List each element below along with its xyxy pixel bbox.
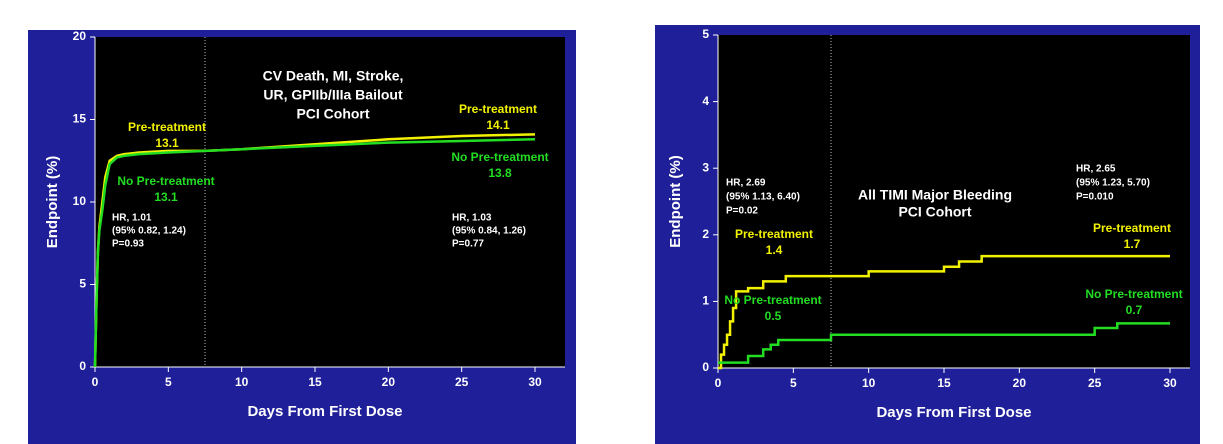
x-tick-label: 20 bbox=[1013, 376, 1027, 390]
y-tick-label: 10 bbox=[73, 194, 87, 208]
annotation: HR, 1.03 bbox=[452, 213, 492, 224]
y-tick-label: 15 bbox=[73, 112, 87, 126]
y-tick-label: 1 bbox=[702, 294, 709, 308]
annotation: HR, 1.01 bbox=[112, 213, 152, 224]
annotation: UR, GPIIb/IIIa Bailout bbox=[263, 87, 403, 103]
annotation: No Pre-treatment bbox=[117, 174, 214, 188]
series-line bbox=[93, 138, 536, 368]
annotation: Pre-treatment bbox=[459, 102, 537, 116]
y-axis-label: Endpoint (%) bbox=[667, 155, 684, 247]
annotation: PCI Cohort bbox=[296, 106, 369, 122]
annotation: CV Death, MI, Stroke, bbox=[263, 68, 404, 84]
annotation: PCI Cohort bbox=[898, 204, 971, 220]
annotation: HR, 2.69 bbox=[726, 178, 766, 189]
x-tick-label: 0 bbox=[715, 376, 722, 390]
annotation: P=0.77 bbox=[452, 239, 484, 250]
y-tick-label: 0 bbox=[702, 360, 709, 374]
annotation: All TIMI Major Bleeding bbox=[858, 187, 1012, 203]
annotation: (95% 0.82, 1.24) bbox=[112, 226, 186, 237]
annotation: HR, 2.65 bbox=[1076, 164, 1116, 175]
x-tick-label: 15 bbox=[308, 375, 322, 389]
annotation: Pre-treatment bbox=[735, 227, 813, 241]
plot-area bbox=[718, 35, 1190, 368]
x-tick-label: 15 bbox=[937, 376, 951, 390]
x-tick-label: 25 bbox=[455, 375, 469, 389]
annotation: 14.1 bbox=[486, 118, 510, 132]
x-tick-label: 10 bbox=[862, 376, 876, 390]
annotation: (95% 1.13, 6.40) bbox=[726, 192, 800, 203]
annotation: P=0.02 bbox=[726, 206, 758, 217]
x-axis-label: Days From First Dose bbox=[247, 403, 402, 420]
annotation: No Pre-treatment bbox=[451, 150, 548, 164]
x-tick-label: 10 bbox=[235, 375, 249, 389]
x-tick-label: 20 bbox=[382, 375, 396, 389]
annotation: Pre-treatment bbox=[128, 120, 206, 134]
y-tick-label: 3 bbox=[702, 160, 709, 174]
y-tick-label: 0 bbox=[79, 359, 86, 373]
x-tick-label: 0 bbox=[92, 375, 99, 389]
x-tick-label: 30 bbox=[1163, 376, 1177, 390]
annotation: 13.1 bbox=[154, 190, 178, 204]
annotation: 13.8 bbox=[488, 166, 512, 180]
series-line bbox=[718, 254, 1170, 370]
annotation: P=0.010 bbox=[1076, 192, 1114, 203]
annotation: 1.4 bbox=[766, 243, 783, 257]
y-tick-label: 2 bbox=[702, 227, 709, 241]
x-tick-label: 5 bbox=[165, 375, 172, 389]
annotation: P=0.93 bbox=[112, 239, 144, 250]
annotation: No Pre-treatment bbox=[724, 293, 821, 307]
x-tick-label: 25 bbox=[1088, 376, 1102, 390]
annotation: 13.1 bbox=[155, 136, 179, 150]
y-tick-label: 4 bbox=[702, 94, 709, 108]
x-tick-label: 5 bbox=[790, 376, 797, 390]
annotation: 0.7 bbox=[1126, 303, 1143, 317]
y-axis-label: Endpoint (%) bbox=[44, 156, 61, 248]
y-tick-label: 20 bbox=[73, 29, 87, 43]
x-tick-label: 30 bbox=[528, 375, 542, 389]
annotation: No Pre-treatment bbox=[1085, 287, 1182, 301]
x-axis-label: Days From First Dose bbox=[876, 404, 1031, 421]
y-tick-label: 5 bbox=[79, 277, 86, 291]
annotation: 0.5 bbox=[765, 309, 782, 323]
annotation: (95% 0.84, 1.26) bbox=[452, 226, 526, 237]
plot-area bbox=[95, 37, 565, 367]
annotation: 1.7 bbox=[1124, 237, 1141, 251]
series-line bbox=[718, 322, 1170, 364]
y-tick-label: 5 bbox=[702, 27, 709, 41]
annotation: (95% 1.23, 5.70) bbox=[1076, 178, 1150, 189]
annotation: Pre-treatment bbox=[1093, 221, 1171, 235]
